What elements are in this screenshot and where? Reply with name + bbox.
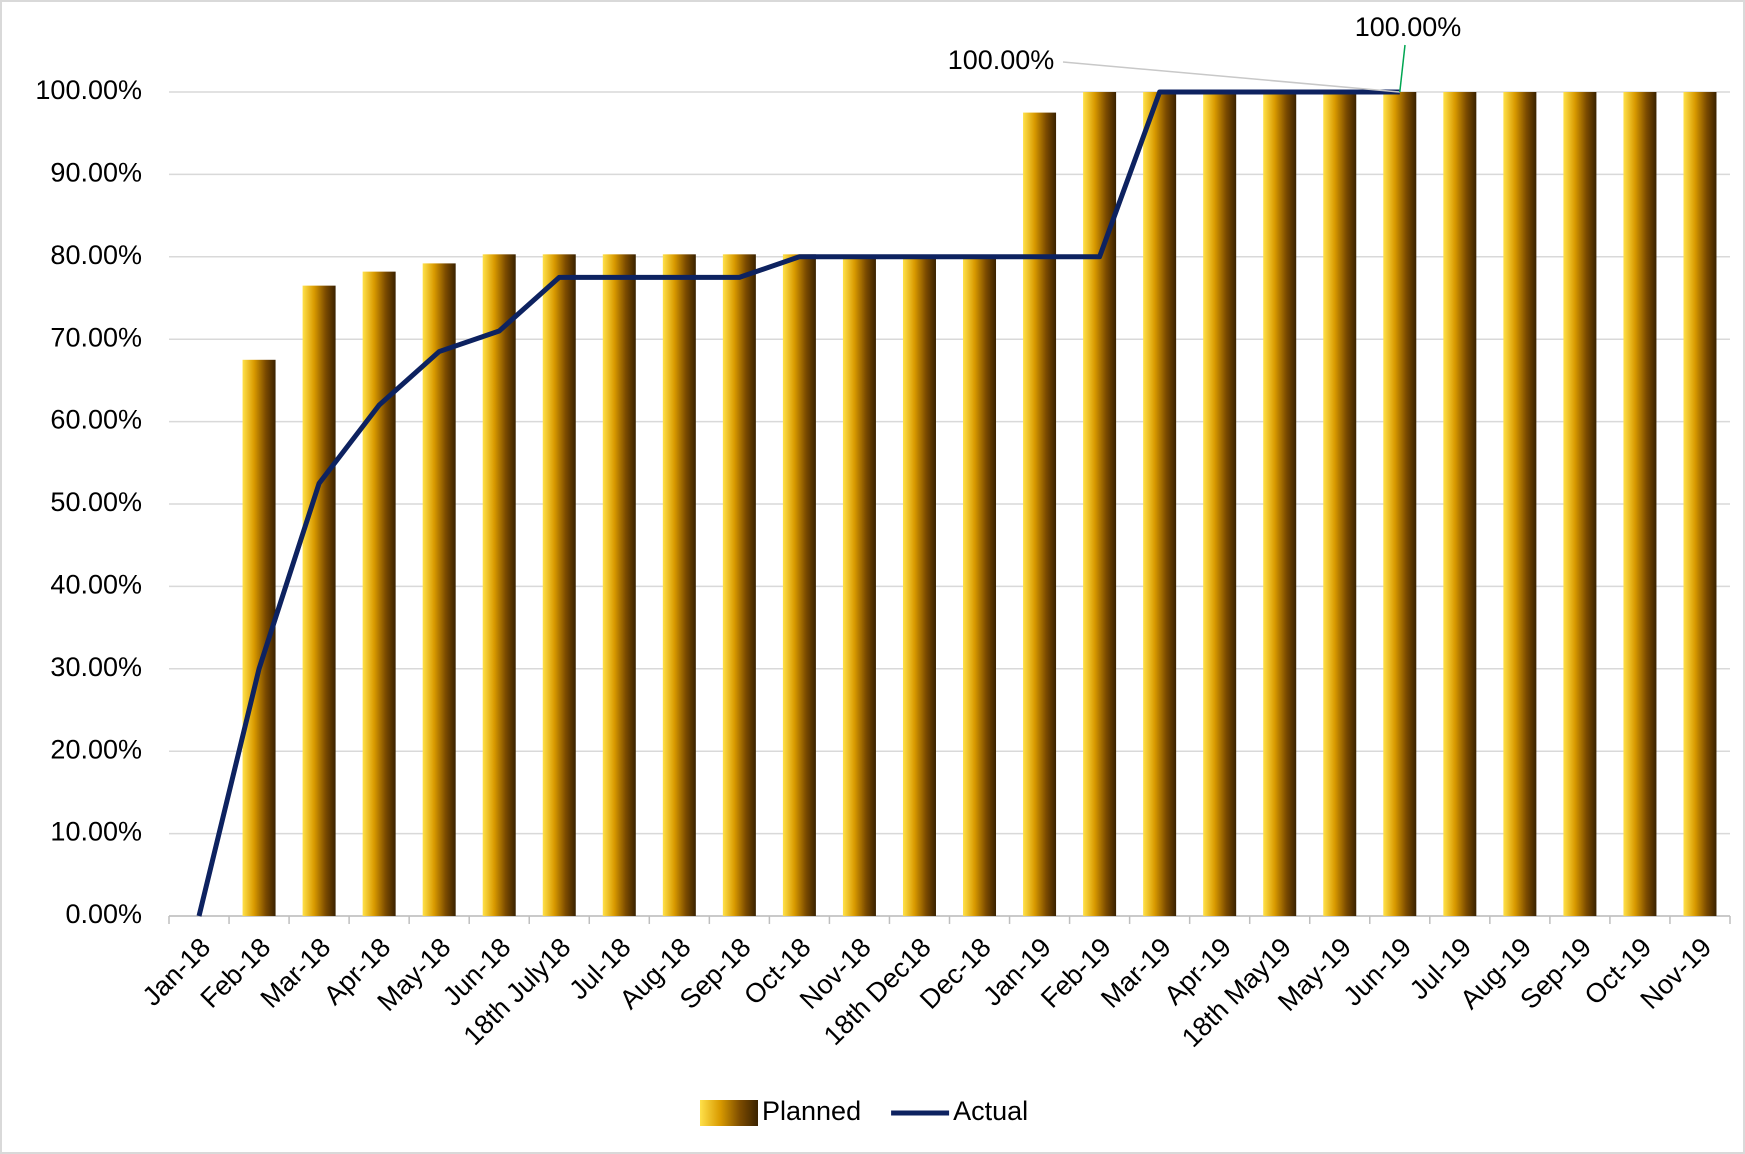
bar — [482, 254, 516, 916]
data-label: 100.00% — [948, 45, 1055, 75]
bar — [1443, 92, 1477, 916]
bar — [302, 285, 336, 916]
bar — [1203, 92, 1237, 916]
legend-label: Planned — [762, 1096, 861, 1126]
bar — [422, 263, 456, 917]
bar — [782, 254, 816, 916]
data-label: 100.00% — [1355, 12, 1462, 42]
y-tick-label: 0.00% — [65, 899, 142, 929]
bar — [602, 254, 636, 916]
bar — [902, 256, 936, 916]
y-tick-label: 10.00% — [50, 817, 142, 847]
bar — [1083, 92, 1117, 916]
bar — [722, 254, 756, 916]
bar — [1143, 92, 1177, 916]
legend-swatch — [700, 1100, 758, 1126]
bar — [362, 271, 396, 917]
y-tick-label: 40.00% — [50, 570, 142, 600]
y-tick-label: 100.00% — [35, 75, 142, 105]
bar — [542, 254, 576, 916]
y-tick-label: 20.00% — [50, 734, 142, 764]
bar — [662, 254, 696, 916]
bar — [1023, 112, 1057, 917]
legend-label: Actual — [953, 1096, 1028, 1126]
bar — [963, 256, 997, 916]
bar — [1323, 92, 1357, 916]
bar — [842, 256, 876, 916]
bar — [1383, 92, 1417, 916]
leader-line — [1399, 44, 1406, 93]
y-tick-label: 80.00% — [50, 240, 142, 270]
bar — [1563, 92, 1597, 916]
y-tick-label: 50.00% — [50, 487, 142, 517]
y-tick-label: 70.00% — [50, 322, 142, 352]
bar — [1623, 92, 1657, 916]
y-tick-label: 60.00% — [50, 405, 142, 435]
y-tick-label: 90.00% — [50, 158, 142, 188]
bar — [1503, 92, 1537, 916]
bar — [1683, 92, 1717, 916]
line — [196, 89, 1400, 917]
bar — [1263, 92, 1297, 916]
y-tick-label: 30.00% — [50, 652, 142, 682]
leader-line — [1062, 61, 1400, 93]
